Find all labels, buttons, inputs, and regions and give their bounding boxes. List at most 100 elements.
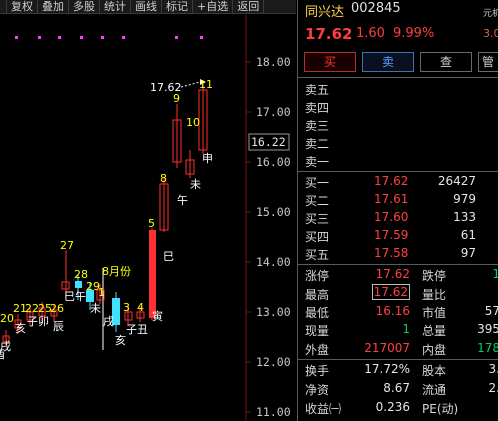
top-dot-markers: [15, 36, 203, 39]
current-volume-value: 1: [402, 322, 410, 336]
candle-label: 21: [13, 302, 27, 315]
max-price-arrow: [180, 81, 201, 88]
branch-label: 亥: [15, 321, 26, 335]
ask-3-label: 卖三: [305, 119, 330, 133]
candle: [61, 281, 70, 290]
candle-label: 4: [137, 301, 144, 314]
current-price-box: [248, 133, 290, 151]
candle-label: 26: [50, 302, 64, 315]
limit-up-value: 17.62: [375, 267, 410, 281]
branch-label: 酉: [0, 348, 5, 361]
bid-3-label: 买三: [305, 212, 330, 226]
candle: [96, 289, 105, 301]
candle: [172, 119, 182, 163]
bid-4-price: 17.59: [374, 228, 409, 242]
branch-label: 亥: [115, 333, 126, 347]
manage-button[interactable]: 管: [478, 52, 498, 72]
divider: [298, 359, 498, 360]
toolbar-add-watchlist-button[interactable]: +自选: [193, 0, 234, 13]
sell-button[interactable]: 卖: [362, 52, 414, 72]
toolbar-multi-stock-button[interactable]: 多股: [69, 0, 100, 13]
share-capital-value: 3.: [488, 362, 498, 376]
branch-label: 寅: [152, 309, 163, 323]
divider: [298, 171, 498, 172]
toolbar-overlay-button[interactable]: 叠加: [38, 0, 69, 13]
branch-label: 未: [90, 302, 101, 315]
branch-label: 辰: [53, 320, 64, 333]
tick-13: 13.00: [256, 305, 291, 319]
candle-label: 29: [86, 280, 100, 293]
float-label: 流通: [422, 383, 447, 397]
ask-1-label: 卖一: [305, 155, 330, 169]
high-value: 17.62: [370, 284, 410, 300]
chart-toolbar: 复权 叠加 多股 统计 画线 标记 +自选 返回: [0, 0, 296, 14]
candle: [38, 307, 46, 317]
candle-label: 1: [98, 286, 105, 299]
toolbar-fuquan-button[interactable]: 复权: [7, 0, 38, 13]
kline-chart[interactable]: 18.00 17.00 16.22 16.00 15.00 14.00 13.0…: [0, 15, 296, 421]
candle: [198, 89, 208, 151]
market-cap-value: 57: [484, 304, 498, 318]
candle: [185, 159, 195, 175]
tick-11: 11.00: [256, 405, 291, 419]
limit-up-label: 涨停: [305, 269, 330, 283]
toolbar-draw-line-button[interactable]: 画线: [131, 0, 162, 13]
last-price: 17.62: [305, 25, 353, 43]
low-label: 最低: [305, 306, 330, 320]
max-price-arrowhead: [200, 79, 206, 85]
bid-1-label: 买一: [305, 176, 330, 190]
candle-label: 20: [0, 312, 14, 325]
eps-label: 收益㈠: [305, 402, 342, 416]
candle: [86, 290, 94, 302]
eps-value: 0.236: [375, 400, 410, 414]
max-price-annotation: 17.62: [150, 81, 182, 94]
high-value-text: 17.62: [371, 284, 410, 300]
limit-down-label: 跌停: [422, 269, 447, 283]
buy-button[interactable]: 买: [304, 52, 356, 72]
branch-label: 申: [202, 152, 213, 165]
bid-1-price: 17.62: [374, 174, 409, 188]
candle-label: 5: [148, 217, 155, 230]
unit-label: 元机: [483, 9, 498, 19]
bid-5-label: 买五: [305, 248, 330, 262]
bid-1-volume: 26427: [437, 174, 476, 188]
candle: [124, 311, 133, 321]
edge-value: 3.0: [483, 27, 498, 40]
bid-2-volume: 979: [453, 192, 476, 206]
candle: [14, 319, 22, 329]
bid-4-label: 买四: [305, 230, 330, 244]
toolbar-mark-button[interactable]: 标记: [162, 0, 193, 13]
branch-label: 巳: [163, 250, 174, 263]
tick-current: 16.22: [251, 135, 286, 149]
toolbar-statistics-button[interactable]: 统计: [100, 0, 131, 13]
kline-svg: 18.00 17.00 16.22 16.00 15.00 14.00 13.0…: [0, 15, 291, 421]
query-button[interactable]: 查: [420, 52, 472, 72]
inner-label: 内盘: [422, 343, 447, 357]
branch-label: 戌: [0, 340, 11, 353]
tick-14: 14.00: [256, 255, 291, 269]
candle-label: 11: [199, 78, 213, 91]
total-volume-value: 395: [477, 322, 498, 336]
inner-value: 178: [477, 341, 498, 355]
turnover-label: 换手: [305, 364, 330, 378]
candle-label: 27: [60, 239, 74, 252]
tick-12: 12.00: [256, 355, 291, 369]
toolbar-item-clipped[interactable]: [0, 0, 7, 13]
candle-label: 25: [38, 302, 52, 315]
branch-label: 子丑: [126, 323, 148, 336]
pe-label: PE(动): [422, 402, 459, 416]
price-axis-ticks: [246, 61, 251, 413]
candle: [50, 309, 58, 317]
candle: [75, 281, 82, 288]
candle-label: 8: [160, 172, 167, 185]
candle: [112, 298, 120, 325]
bid-5-volume: 97: [460, 246, 476, 260]
tick-15: 15.00: [256, 205, 291, 219]
branch-label: 未: [190, 178, 201, 191]
current-volume-label: 现量: [305, 324, 330, 338]
toolbar-back-button[interactable]: 返回: [233, 0, 265, 13]
turnover-value: 17.72%: [364, 362, 410, 376]
bid-5-price: 17.58: [374, 246, 409, 260]
ask-5-label: 卖五: [305, 83, 330, 97]
candle-label: 3: [123, 301, 130, 314]
